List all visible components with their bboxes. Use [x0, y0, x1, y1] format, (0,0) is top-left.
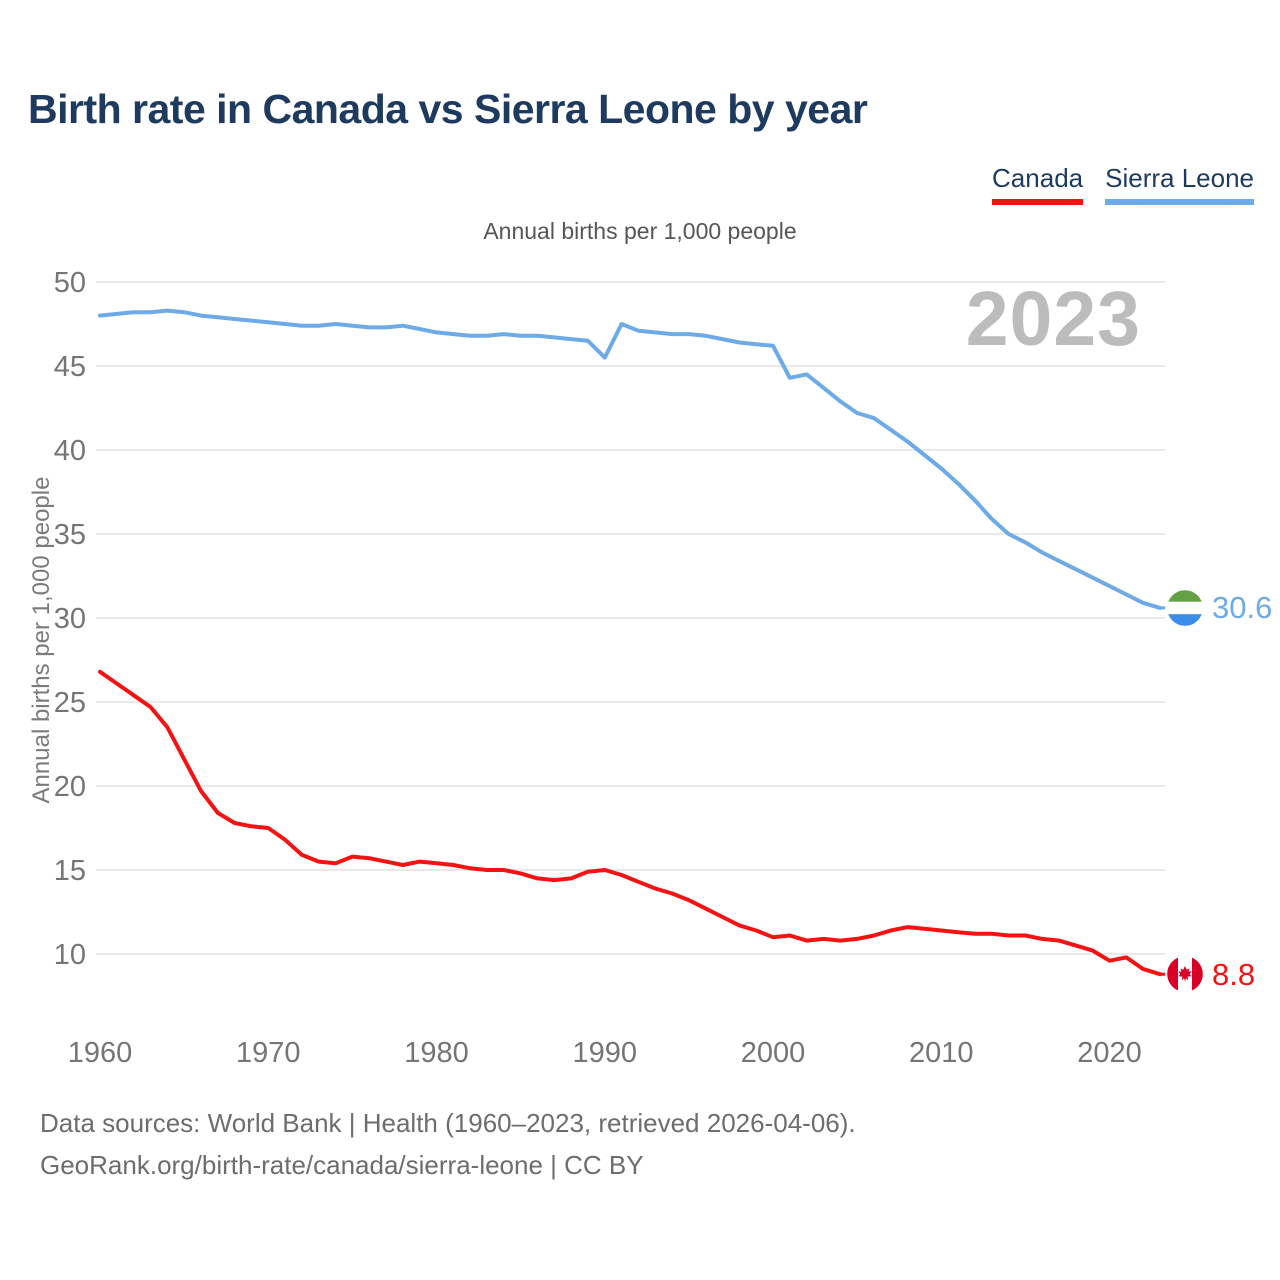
x-tick-label: 2000 [741, 1037, 806, 1069]
canada-line[interactable] [98, 669, 1162, 977]
y-tick-label: 30 [54, 603, 86, 635]
sierra-leone-end-value: 30.6 [1212, 590, 1273, 626]
canada-flag-icon [1165, 954, 1205, 994]
end-label-canada: 8.8 [1165, 954, 1255, 994]
sierra-leone-line[interactable] [98, 308, 1162, 610]
page-title: Birth rate in Canada vs Sierra Leone by … [28, 86, 868, 132]
legend-item-canada[interactable]: Canada [992, 163, 1084, 205]
x-tick-label: 1970 [236, 1037, 301, 1069]
legend: Canada Sierra Leone [992, 164, 1254, 205]
y-tick-label: 35 [54, 519, 86, 551]
y-tick-label: 10 [54, 939, 86, 971]
watermark-year: 2023 [965, 276, 1141, 362]
x-tick-label: 2010 [909, 1037, 974, 1069]
y-tick-label: 20 [54, 771, 86, 803]
y-tick-label: 25 [54, 687, 86, 719]
x-tick-label: 2020 [1077, 1037, 1142, 1069]
y-tick-label: 50 [54, 267, 86, 299]
legend-item-sierra-leone[interactable]: Sierra Leone [1105, 164, 1254, 205]
chart-subtitle: Annual births per 1,000 people [483, 218, 797, 244]
legend-swatch-canada [992, 198, 1084, 205]
x-tick-label: 1960 [68, 1037, 133, 1069]
legend-label-canada: Canada [992, 163, 1084, 193]
y-tick-label: 40 [54, 435, 86, 467]
legend-swatch-sierra-leone [1105, 198, 1254, 205]
footer-source-line: Data sources: World Bank | Health (1960–… [40, 1108, 856, 1138]
sierra-leone-flag-icon [1165, 588, 1205, 628]
x-tick-label: 1980 [404, 1037, 469, 1069]
y-tick-label: 45 [54, 351, 86, 383]
footer-url-line: GeoRank.org/birth-rate/canada/sierra-leo… [40, 1150, 644, 1180]
canada-end-value: 8.8 [1212, 956, 1256, 992]
footer: Data sources: World Bank | Health (1960–… [40, 1102, 856, 1186]
y-tick-label: 15 [54, 855, 86, 887]
legend-label-sierra-leone: Sierra Leone [1105, 163, 1254, 193]
x-tick-label: 1990 [573, 1037, 638, 1069]
end-label-sierra-leone: 30.6 [1165, 588, 1272, 628]
